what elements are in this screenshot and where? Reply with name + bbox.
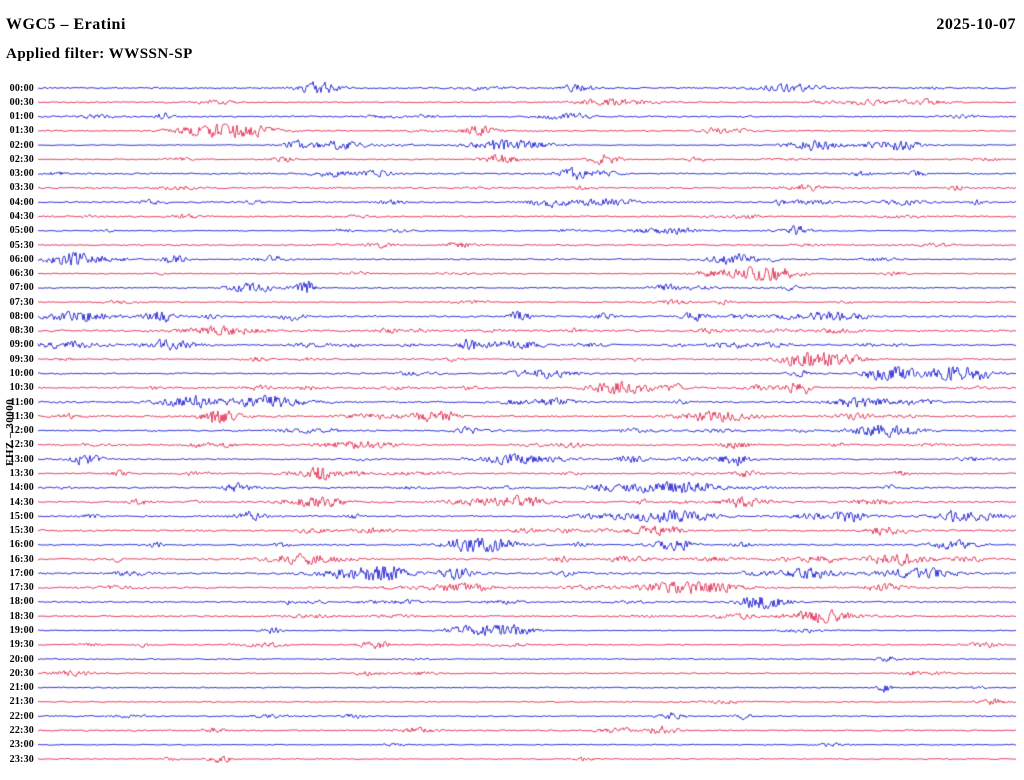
helicorder-page: WGC5 – Eratini 2025-10-07 Applied filter…: [0, 0, 1024, 780]
seismogram-traces-canvas: [0, 0, 1024, 780]
